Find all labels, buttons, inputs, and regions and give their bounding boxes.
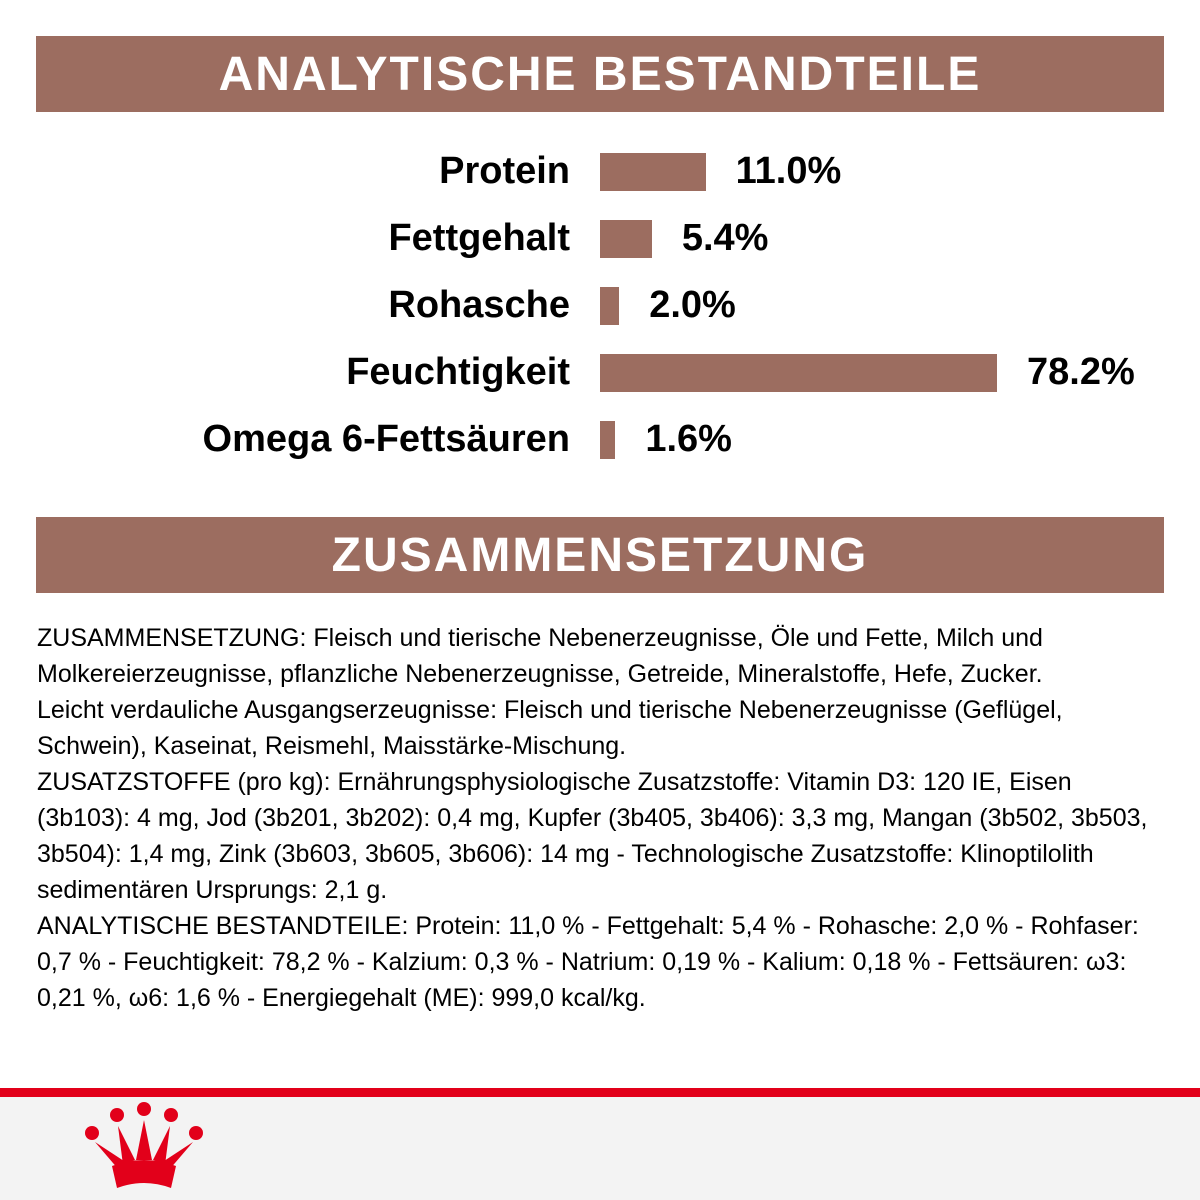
chart-bar	[600, 219, 652, 258]
composition-section-title: ZUSAMMENSETZUNG	[331, 528, 869, 582]
royal-canin-crown-icon	[85, 1102, 203, 1188]
chart-value-label: 78.2%	[1027, 351, 1135, 393]
chart-value-label: 11.0%	[735, 150, 842, 192]
analytical-constituents-chart: Protein 11.0% Fettgehalt 5.4% Rohasche 2.0% Fe…	[0, 138, 1200, 473]
brand-red-stripe	[0, 1088, 1200, 1097]
chart-bar	[600, 420, 616, 459]
chart-row: Protein 11.0%	[0, 138, 1200, 205]
chart-category-label: Feuchtigkeit	[346, 351, 570, 393]
chart-value-label: 1.6%	[645, 418, 732, 460]
composition-section-header: ZUSAMMENSETZUNG	[36, 517, 1164, 593]
chart-value-label: 5.4%	[681, 217, 769, 259]
chart-category-label: Fettgehalt	[388, 217, 570, 259]
chart-bar-area: 5.4%	[600, 217, 768, 260]
chart-bar-area: 1.6%	[600, 418, 732, 461]
analytical-section-title: ANALYTISCHE BESTANDTEILE	[218, 47, 982, 101]
composition-text-block: ZUSAMMENSETZUNG: Fleisch und tierische N…	[37, 620, 1165, 1016]
chart-row: Fettgehalt 5.4%	[0, 205, 1200, 272]
body-paragraph: ZUSAMMENSETZUNG: Fleisch und tierische N…	[37, 624, 1043, 688]
chart-row: Feuchtigkeit 78.2%	[0, 339, 1200, 406]
chart-row: Omega 6-Fettsäuren 1.6%	[0, 406, 1200, 473]
chart-bar	[600, 152, 706, 191]
chart-category-label: Rohasche	[388, 284, 570, 326]
analytical-section-header: ANALYTISCHE BESTANDTEILE	[36, 36, 1164, 112]
chart-row: Rohasche 2.0%	[0, 272, 1200, 339]
chart-bar	[600, 286, 620, 325]
chart-bar-area: 78.2%	[600, 351, 1135, 394]
chart-category-label: Protein	[439, 150, 570, 192]
body-paragraph: ZUSATZSTOFFE (pro kg): Ernährungsphysiol…	[37, 768, 1148, 904]
chart-category-label: Omega 6-Fettsäuren	[202, 418, 570, 460]
chart-bar	[600, 353, 997, 392]
chart-bar-area: 2.0%	[600, 284, 736, 327]
chart-bar-area: 11.0%	[600, 150, 841, 193]
footer-background	[0, 1097, 1200, 1200]
body-paragraph: Leicht verdauliche Ausgangserzeugnisse: …	[37, 696, 1063, 760]
body-paragraph: ANALYTISCHE BESTANDTEILE: Protein: 11,0 …	[37, 912, 1139, 1012]
chart-value-label: 2.0%	[649, 284, 736, 326]
